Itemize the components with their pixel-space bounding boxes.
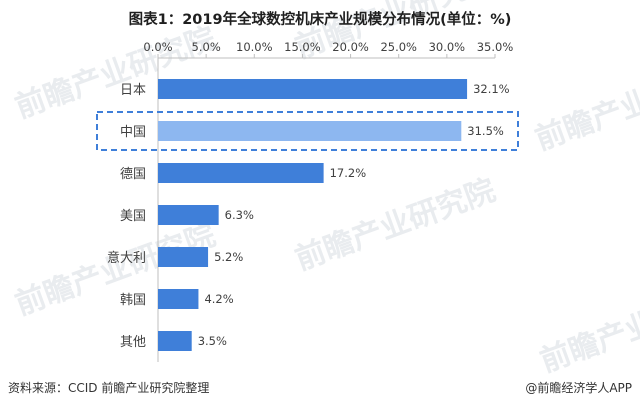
watermark: 前瞻产业研究院: [531, 53, 640, 158]
bar: [158, 331, 192, 351]
bars: [158, 79, 468, 351]
brand-credit: @前瞻经济学人APP: [525, 380, 632, 395]
category-label: 美国: [120, 209, 146, 224]
x-tick-label: 30.0%: [429, 40, 466, 54]
x-tick-label: 35.0%: [477, 40, 514, 54]
bar: [158, 205, 219, 225]
watermark: 前瞻产业研究院: [11, 21, 220, 126]
watermark: 前瞻产业研究院: [291, 173, 500, 278]
value-label: 32.1%: [473, 82, 510, 96]
watermark: 前瞻产业研究院: [291, 0, 500, 66]
x-axis-ticks: 0.0% 5.0% 10.0% 15.0% 20.0% 25.0% 30.0% 35.0%: [143, 40, 513, 58]
bar: [158, 289, 199, 309]
highlight-box: [96, 111, 519, 151]
value-label: 6.3%: [225, 208, 254, 222]
watermark: 前瞻产业研究院: [536, 275, 640, 380]
watermark-layer: 前瞻产业研究院 前瞻产业研究院 前瞻产业研究院 前瞻产业研究院 前瞻产业研究院 …: [11, 0, 640, 380]
x-tick-label: 20.0%: [332, 40, 369, 54]
x-tick-label: 5.0%: [192, 40, 221, 54]
value-label: 5.2%: [214, 250, 243, 264]
value-label: 3.5%: [198, 334, 227, 348]
category-label: 韩国: [120, 293, 146, 308]
value-label: 17.2%: [330, 166, 367, 180]
category-label: 中国: [120, 125, 146, 140]
bar: [158, 121, 462, 141]
value-labels: 32.1% 31.5% 17.2% 6.3% 5.2% 4.2% 3.5%: [198, 82, 510, 348]
x-tick-label: 10.0%: [236, 40, 273, 54]
x-tick-label: 25.0%: [380, 40, 417, 54]
value-label: 31.5%: [467, 124, 504, 138]
category-label: 日本: [120, 83, 146, 98]
source-note: 资料来源：CCID 前瞻产业研究院整理: [8, 380, 209, 395]
x-tick-label: 0.0%: [143, 40, 172, 54]
chart-title: 图表1：2019年全球数控机床产业规模分布情况(单位：%): [129, 10, 512, 28]
category-label: 其他: [120, 335, 146, 350]
x-tick-label: 15.0%: [284, 40, 321, 54]
bar: [158, 79, 468, 99]
bar: [158, 163, 324, 183]
category-label: 德国: [120, 167, 146, 182]
bar: [158, 247, 209, 267]
value-label: 4.2%: [204, 292, 233, 306]
category-label: 意大利: [107, 250, 146, 266]
